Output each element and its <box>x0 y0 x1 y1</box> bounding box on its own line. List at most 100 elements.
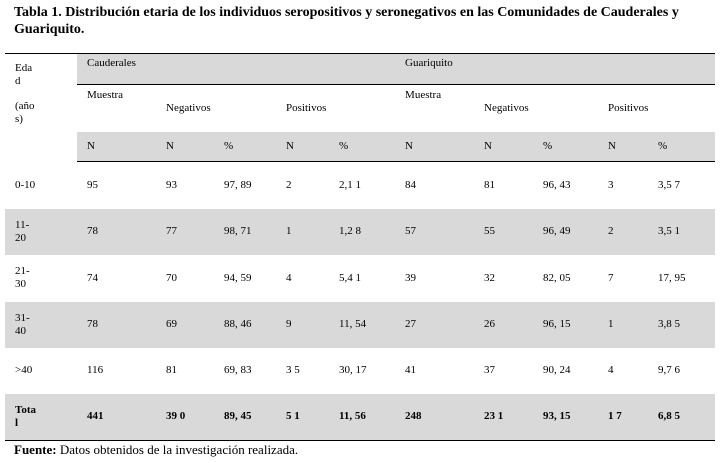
table-row: >40 116 81 69, 83 3 5 30, 17 41 37 90, 24 4 9,7 6 <box>5 348 715 394</box>
table-cell: 39 0 <box>156 393 214 441</box>
table-cell: 6,8 5 <box>648 393 716 441</box>
table-cell: 11, 54 <box>339 318 367 330</box>
table-cell: 96, 43 <box>543 178 571 191</box>
group-header-cauderales: Cauderales <box>77 53 396 85</box>
table-cell: 5 1 <box>276 393 329 441</box>
table-cell: 9,7 6 <box>658 364 681 376</box>
table-cell: 17, 95 <box>658 271 686 284</box>
table-cell: 4 <box>608 364 614 376</box>
unit-header: % <box>329 131 396 162</box>
table-row: Tota l 441 39 0 89, 45 5 1 11, 56 248 23 1 93, 1… <box>5 393 716 441</box>
subheader-positivos-2: Positivos <box>598 84 716 132</box>
table-cell: 1 <box>286 225 292 237</box>
unit-header: N <box>276 131 329 162</box>
age-group-cell: 0-10 <box>15 178 36 191</box>
table-cell: 2 <box>608 225 614 237</box>
table-cell: 81 <box>166 364 177 376</box>
table-cell: 70 <box>166 271 177 284</box>
table-cell: 1,2 8 <box>339 225 361 237</box>
age-header-line4: s) <box>15 113 23 125</box>
age-group-cell: 31- 40 <box>15 311 30 337</box>
age-header-line2: d <box>15 75 21 87</box>
table-cell: 1 7 <box>598 393 649 441</box>
table-cell: 248 <box>395 393 475 441</box>
table-cell: 37 <box>484 364 496 376</box>
table-cell: 3,8 5 <box>658 318 681 330</box>
table-row: 21- 30 74 70 94, 59 4 5,4 1 39 32 82, 05 7 17, 95 <box>5 255 715 302</box>
table-cell: 3 <box>608 178 614 191</box>
age-header-line3: (año <box>15 100 35 112</box>
table-cell: 2 <box>286 178 292 191</box>
footnote: Fuente: Datos obtenidos de la investigac… <box>14 442 298 458</box>
data-table: Eda d (año s) Cauderales Guariquito Mues… <box>5 53 716 441</box>
unit-header: N <box>598 131 649 162</box>
table-cell: 9 <box>286 318 292 330</box>
table-cell: 78 <box>87 225 98 237</box>
subheader-muestra-2: Muestra <box>395 84 475 132</box>
age-group-cell: 11- 20 <box>15 218 30 244</box>
table-cell: 98, 71 <box>224 225 252 237</box>
table-cell: 7 <box>608 271 614 284</box>
table-cell: 93, 15 <box>533 393 599 441</box>
table-row: 11- 20 78 77 98, 71 1 1,2 8 57 55 96, 49 2 3,5 1 <box>5 208 716 255</box>
table-cell: 23 1 <box>474 393 534 441</box>
table-cell: 84 <box>405 178 417 191</box>
footnote-label: Fuente: <box>14 442 57 457</box>
table-cell: 55 <box>484 225 496 237</box>
subheader-negativos-1: Negativos <box>156 84 276 132</box>
age-group-cell: 21- 30 <box>15 265 30 290</box>
table-cell: 1 <box>608 318 614 330</box>
table-cell: 96, 49 <box>543 225 571 237</box>
table-cell: 11, 56 <box>329 393 396 441</box>
unit-header: % <box>533 131 599 162</box>
table-cell: 90, 24 <box>543 364 571 376</box>
table-cell: 96, 15 <box>543 318 571 330</box>
unit-header: % <box>214 131 276 162</box>
table-cell: 41 <box>405 364 417 376</box>
group-header-guariquito: Guariquito <box>395 53 716 85</box>
table-cell: 88, 46 <box>224 318 252 330</box>
table-cell: 77 <box>166 225 177 237</box>
table-cell: 4 <box>286 271 292 284</box>
subheader-muestra-1: Muestra <box>77 84 156 132</box>
table-cell: 26 <box>484 318 496 330</box>
table-cell: 57 <box>405 225 417 237</box>
table-cell: 5,4 1 <box>339 271 361 284</box>
table-cell: 93 <box>166 178 177 191</box>
age-group-cell: >40 <box>15 364 33 376</box>
table-cell: 97, 89 <box>224 178 252 191</box>
age-group-cell: Tota l <box>5 393 77 441</box>
subheader-negativos-2: Negativos <box>474 84 599 132</box>
unit-header: N <box>77 131 156 162</box>
table-cell: 27 <box>405 318 417 330</box>
table-cell: 32 <box>484 271 496 284</box>
table-cell: 82, 05 <box>543 271 571 284</box>
table-cell: 94, 59 <box>224 271 252 284</box>
table-cell: 3 5 <box>286 364 300 376</box>
footnote-text: Datos obtenidos de la investigación real… <box>56 442 299 457</box>
table-title: Tabla 1. Distribución etaria de los indi… <box>14 5 679 37</box>
unit-header: N <box>474 131 534 162</box>
unit-header: N <box>395 131 475 162</box>
table-cell: 78 <box>87 318 98 330</box>
unit-header: N <box>156 131 214 162</box>
table-row: 31- 40 78 69 88, 46 9 11, 54 27 26 96, 15 1 3,8 5 <box>5 301 716 348</box>
table-cell: 39 <box>405 271 417 284</box>
unit-header: % <box>648 131 716 162</box>
table-cell: 89, 45 <box>214 393 276 441</box>
table-row: 0-10 95 93 97, 89 2 2,1 1 84 81 96, 43 3 3,5 7 <box>5 162 715 209</box>
table-cell: 3,5 7 <box>658 178 681 191</box>
table-cell: 95 <box>87 178 98 191</box>
table-cell: 81 <box>484 178 496 191</box>
table-cell: 74 <box>87 271 98 284</box>
table-cell: 69, 83 <box>224 364 252 376</box>
table-cell: 30, 17 <box>339 364 367 376</box>
table-cell: 2,1 1 <box>339 178 361 191</box>
table-cell: 3,5 1 <box>658 225 681 237</box>
table-cell: 116 <box>87 364 104 376</box>
table-cell: 69 <box>166 318 177 330</box>
age-header-line1: Eda <box>15 62 33 74</box>
table-cell: 441 <box>77 393 156 441</box>
age-column-header: Eda d (año s) <box>5 53 77 162</box>
subheader-positivos-1: Positivos <box>276 84 396 132</box>
